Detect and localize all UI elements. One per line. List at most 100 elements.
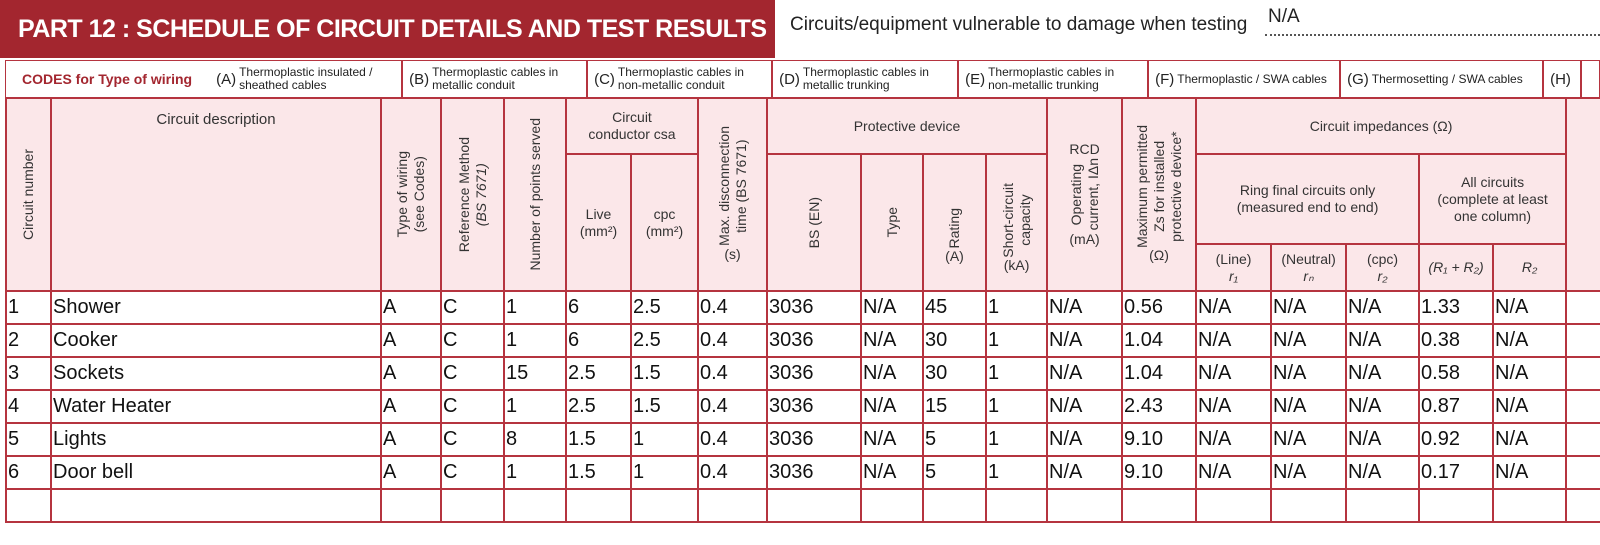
cell xyxy=(697,488,768,523)
cell: C xyxy=(440,422,505,457)
cell xyxy=(503,488,567,523)
cell: 2.43 xyxy=(1121,389,1198,424)
cell: N/A xyxy=(1046,389,1124,424)
cell: Lights xyxy=(50,422,382,457)
title: PART 12 : SCHEDULE OF CIRCUIT DETAILS AN… xyxy=(0,0,775,58)
cell: N/A xyxy=(1492,455,1568,490)
vulnerable-value: N/A xyxy=(1268,6,1300,27)
cell: 1 xyxy=(984,422,1049,457)
unit: (mA) xyxy=(1069,230,1100,247)
cell: A xyxy=(380,290,442,325)
code-item: (H) xyxy=(1544,61,1582,97)
header-cell: BS (EN) xyxy=(766,153,862,292)
cell: 4 xyxy=(5,389,52,424)
unit: (s) xyxy=(724,245,741,262)
cell: 0.4 xyxy=(697,389,768,424)
code-text: Thermoplastic cables in non-metallic tru… xyxy=(988,65,1115,92)
header-text: RCD xyxy=(1069,141,1100,158)
header-cell: RCD Operating current, IΔn (mA) xyxy=(1046,97,1124,292)
cell xyxy=(1565,323,1600,358)
header-cell: Type xyxy=(860,153,924,292)
cell: N/A xyxy=(860,455,924,490)
cell: 15 xyxy=(503,356,567,391)
cell: 0.92 xyxy=(1418,422,1495,457)
table-row: 4 Water Heater A C 1 2.5 1.5 0.4 3036 N/A 15 1 N/A 2.… xyxy=(5,389,1600,424)
cell: N/A xyxy=(1046,323,1124,358)
header-text: capacity xyxy=(1016,194,1033,246)
cell xyxy=(1418,488,1495,523)
header-text: Circuit impedances (Ω) xyxy=(1309,117,1453,134)
cell: 1 xyxy=(503,323,567,358)
cell: N/A xyxy=(1046,290,1124,325)
header-text: time (BS 7671) xyxy=(732,139,749,233)
cell: N/A xyxy=(1195,455,1273,490)
cell: N/A xyxy=(1492,290,1568,325)
code-item: (B) Thermoplastic cables in metallic cond… xyxy=(403,61,589,97)
cell: 0.56 xyxy=(1121,290,1198,325)
header-text: Protective device xyxy=(853,117,961,134)
cell: N/A xyxy=(1195,422,1273,457)
cell xyxy=(1195,488,1273,523)
cell: N/A xyxy=(1046,455,1124,490)
header-text: (cpc) xyxy=(1366,250,1399,267)
cell: 6 xyxy=(565,290,632,325)
cell: N/A xyxy=(1492,389,1568,424)
header-text: All circuits (complete at least one colu… xyxy=(1437,173,1548,224)
header-text: (measured end to end) xyxy=(1236,199,1379,215)
cell: 9.10 xyxy=(1121,422,1198,457)
cell xyxy=(1121,488,1198,523)
cell: C xyxy=(440,356,505,391)
cell: N/A xyxy=(1270,455,1348,490)
cell xyxy=(1565,356,1600,391)
cell xyxy=(50,488,382,523)
cell: 1 xyxy=(984,290,1049,325)
cell xyxy=(1565,389,1600,424)
cell: 5 xyxy=(922,422,987,457)
header-cell: Circuit conductor csa xyxy=(565,97,699,155)
cell xyxy=(565,488,632,523)
cell: Cooker xyxy=(50,323,382,358)
cell: N/A xyxy=(1195,356,1273,391)
cell: N/A xyxy=(1492,356,1568,391)
unit: (A) xyxy=(945,248,964,265)
cell xyxy=(766,488,862,523)
cell: C xyxy=(440,389,505,424)
header-cell: Reference Method (BS 7671) xyxy=(440,97,505,292)
header-cell: Ring final circuits only (measured end to… xyxy=(1195,153,1421,245)
cell: N/A xyxy=(1492,422,1568,457)
cell: 6 xyxy=(565,323,632,358)
header-text: (Line) xyxy=(1215,250,1252,267)
cell: 30 xyxy=(922,356,987,391)
cell: 3036 xyxy=(766,356,862,391)
dotted-line xyxy=(1265,34,1600,36)
cell: 30 xyxy=(922,323,987,358)
cell: N/A xyxy=(1270,422,1348,457)
header-text: rₙ xyxy=(1303,267,1314,284)
cell xyxy=(1565,455,1600,490)
header-cell: (R₁ + R₂) xyxy=(1418,243,1495,292)
cell: 1 xyxy=(503,455,567,490)
cell: 0.4 xyxy=(697,422,768,457)
header-cell: All circuits (complete at least one colu… xyxy=(1418,153,1568,245)
cell: N/A xyxy=(1492,323,1568,358)
code-item: (A) Thermoplastic insulated / sheathed ca… xyxy=(210,61,404,97)
cell xyxy=(1565,488,1600,523)
cell xyxy=(1565,422,1600,457)
header-text: cpc xyxy=(653,205,676,222)
code-letter: (A) xyxy=(216,70,237,88)
header-text: Operating xyxy=(1067,163,1084,226)
cell: 1 xyxy=(630,455,699,490)
header-cell: Circuit impedances (Ω) xyxy=(1195,97,1568,155)
cell xyxy=(1270,488,1348,523)
code-item: (D) Thermoplastic cables in metallic trun… xyxy=(773,61,960,97)
vulnerable-label: Circuits/equipment vulnerable to damage … xyxy=(790,14,1248,35)
cell: 1.04 xyxy=(1121,356,1198,391)
code-letter: (H) xyxy=(1550,70,1571,88)
table-row: 6 Door bell A C 1 1.5 1 0.4 3036 N/A 5 1 N/A 9.10 N/A N… xyxy=(5,455,1600,490)
cell: C xyxy=(440,455,505,490)
header-cell: Maximum permitted Zs for installed protect… xyxy=(1121,97,1198,292)
cell: 1.33 xyxy=(1418,290,1495,325)
header-cell: (Neutral) rₙ xyxy=(1270,243,1348,292)
code-item: (G) Thermosetting / SWA cables xyxy=(1341,61,1545,97)
header-text: BS (EN) xyxy=(805,196,822,249)
